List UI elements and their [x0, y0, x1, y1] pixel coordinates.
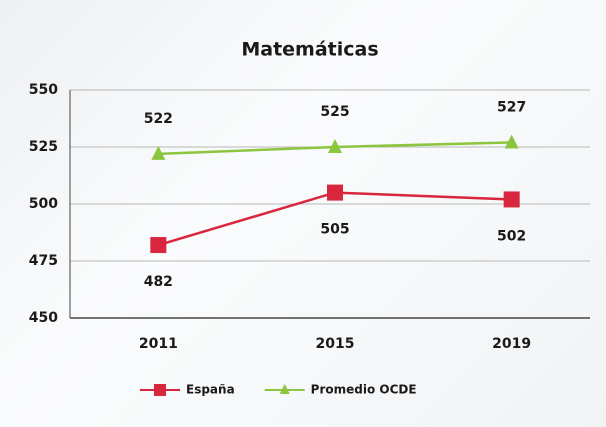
- x-tick-label: 2011: [139, 336, 178, 352]
- data-point: [504, 134, 519, 149]
- y-tick-label: 500: [29, 196, 58, 212]
- data-label: 527: [497, 99, 526, 115]
- y-tick-label: 550: [29, 82, 58, 98]
- y-tick-label: 450: [29, 310, 58, 326]
- data-point: [150, 237, 167, 254]
- legend-marker: [154, 384, 166, 396]
- y-tick-label: 525: [29, 139, 58, 155]
- data-point: [327, 184, 343, 201]
- x-tick-label: 2015: [316, 336, 355, 352]
- chart-title: Matemáticas: [241, 39, 378, 61]
- data-label: 522: [144, 111, 173, 127]
- data-label: 505: [320, 222, 349, 238]
- data-point: [328, 139, 342, 153]
- data-label: 482: [144, 274, 173, 290]
- legend-label: España: [186, 383, 235, 397]
- legend-marker: [279, 384, 290, 394]
- data-label: 502: [497, 228, 526, 244]
- data-point: [503, 191, 520, 208]
- data-label: 525: [320, 104, 349, 120]
- x-tick-label: 2019: [492, 336, 531, 352]
- legend-label: Promedio OCDE: [311, 383, 417, 397]
- data-point: [151, 145, 166, 160]
- y-tick-label: 475: [29, 253, 58, 269]
